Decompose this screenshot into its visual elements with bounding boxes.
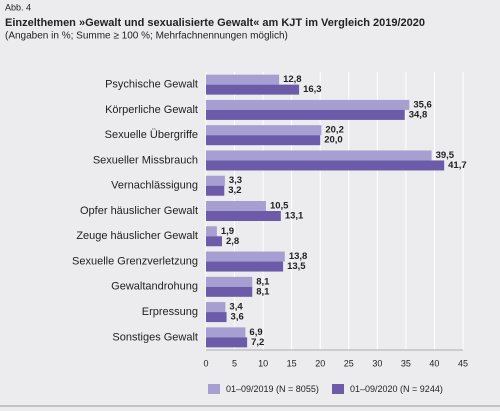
legend-swatch [208,384,220,394]
value-label: 16,3 [303,84,322,95]
x-tick-label: 10 [258,358,268,368]
value-label: 8,1 [256,286,270,297]
bar [206,84,300,95]
figure-number: Abb. 4 [5,2,31,12]
category-label: Sexuelle Grenzverletzung [72,255,198,267]
bar [206,135,321,146]
x-tick-label: 40 [429,358,439,368]
value-label: 13,8 [289,251,308,262]
x-tick-label: 20 [315,358,325,368]
value-label: 20,2 [325,125,344,136]
bar [206,302,226,313]
bar [206,185,225,196]
bar [206,160,445,171]
value-label: 3,4 [229,302,243,313]
category-label: Zeuge häuslicher Gewalt [76,230,198,242]
x-tick-label: 45 [458,358,468,368]
bar [206,125,322,136]
bar [206,261,284,272]
category-label: Sexuelle Übergriffe [105,129,198,141]
bar [206,99,410,110]
category-label: Erpressung [142,306,198,318]
category-label: Gewaltandrohung [111,281,198,293]
bar [206,276,253,287]
category-label: Körperliche Gewalt [105,104,198,116]
category-label: Sexueller Missbrauch [93,154,198,166]
chart-subtitle: (Angaben in %; Summe ≥ 100 %; Mehrfachne… [5,31,288,42]
value-label: 3,6 [231,312,244,323]
x-tick-label: 35 [401,358,411,368]
bar [206,211,281,221]
value-label: 41,7 [448,160,467,171]
bar [206,327,246,338]
value-label: 6,9 [249,327,262,338]
category-label: Sonstiges Gewalt [112,331,198,343]
bar [206,286,253,297]
x-tick-label: 25 [344,358,354,368]
x-tick-label: 30 [372,358,382,368]
value-label: 13,1 [285,211,304,222]
x-tick-label: 5 [232,358,237,368]
bar [206,226,217,237]
value-label: 12,8 [283,74,302,85]
x-tick-label: 15 [287,358,297,368]
bar [206,175,225,186]
bar [206,236,222,247]
value-label: 35,6 [413,99,432,110]
bar [206,312,227,323]
value-label: 10,5 [270,201,289,212]
bar [206,109,405,120]
value-label: 2,8 [226,236,239,247]
legend-label: 01–09/2019 (N = 8055) [226,384,319,394]
bar [206,201,266,211]
bar [206,150,432,161]
value-label: 7,2 [251,337,264,348]
value-label: 1,9 [221,226,234,237]
legend-swatch [332,384,344,394]
value-label: 13,5 [287,261,306,272]
legend-label: 01–09/2020 (N = 9244) [350,384,443,394]
category-label: Vernachlässigung [111,180,198,192]
value-label: 39,5 [436,150,455,161]
value-label: 3,3 [229,175,242,186]
value-label: 3,2 [228,185,241,196]
value-label: 20,0 [324,135,343,146]
bar [206,251,285,262]
x-tick-label: 0 [203,358,208,368]
bar [206,337,248,348]
category-label: Opfer häuslicher Gewalt [80,205,198,217]
value-label: 34,8 [409,109,428,120]
category-label: Psychische Gewalt [105,79,198,91]
chart-title: Einzelthemen »Gewalt und sexualisierte G… [5,17,425,29]
bar [206,74,280,85]
value-label: 8,1 [256,276,270,287]
